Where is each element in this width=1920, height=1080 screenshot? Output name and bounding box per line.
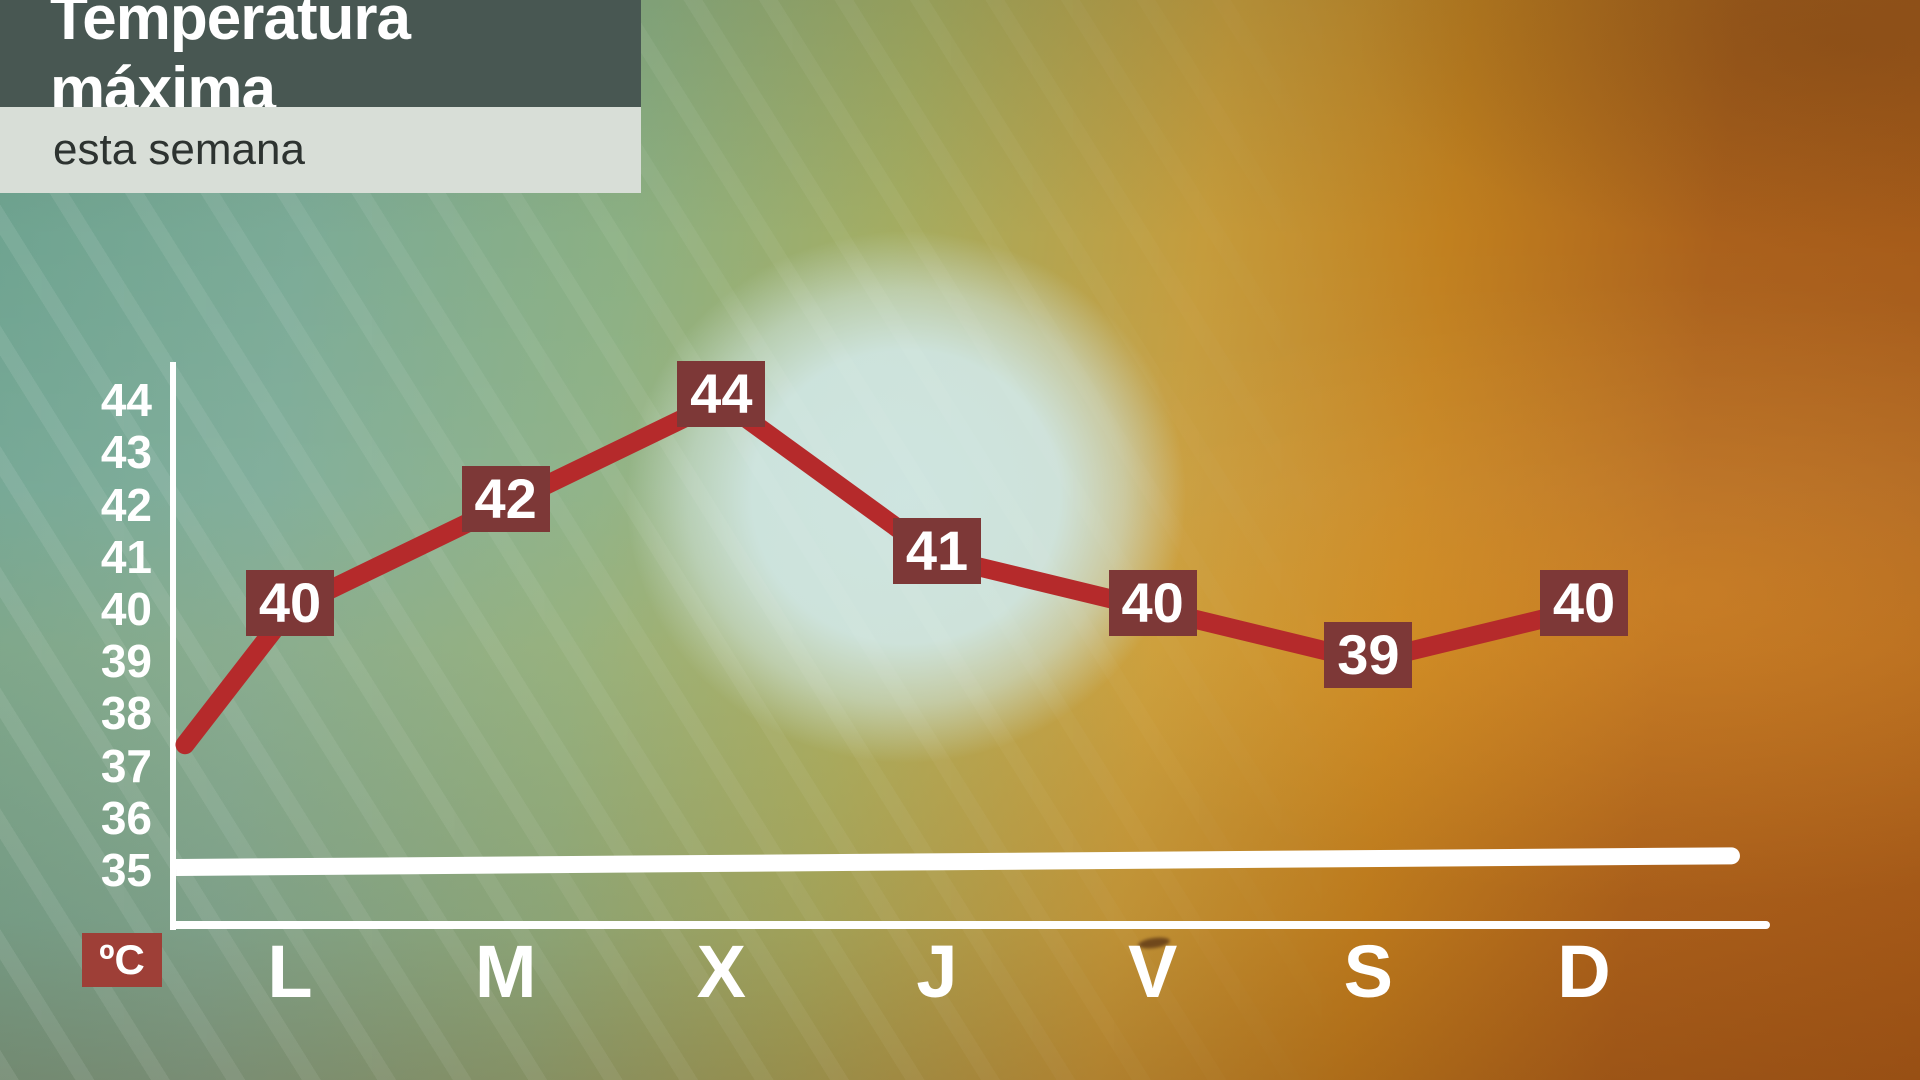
y-axis-line (170, 362, 176, 930)
y-tick-label: 44 (100, 374, 152, 427)
y-tick-label: 38 (100, 687, 152, 740)
day-label: J (916, 930, 958, 1013)
y-tick-label: 42 (100, 478, 152, 531)
y-tick-label: 35 (100, 844, 152, 896)
value-label-box: 42 (461, 465, 550, 532)
chart-subtitle: esta semana (53, 125, 305, 174)
day-label: X (696, 930, 746, 1013)
unit-label: ºC (99, 936, 145, 983)
temperature-line (175, 390, 1594, 755)
y-tick-label: 41 (100, 530, 152, 583)
value-label-box: 40 (246, 570, 334, 636)
x-axis-line (170, 921, 1770, 929)
day-label: D (1557, 930, 1611, 1013)
chart-subtitle-banner: esta semana (0, 107, 641, 193)
value-label-box: 40 (1108, 570, 1197, 636)
value-label-box: 40 (1540, 570, 1629, 636)
y-tick-label: 36 (100, 791, 152, 844)
sun-disk (626, 231, 1186, 763)
day-label: S (1343, 930, 1394, 1013)
day-label: M (474, 930, 537, 1013)
value-label-box: 44 (677, 361, 766, 428)
y-tick-label: 37 (100, 739, 152, 792)
value-label-box: 39 (1324, 622, 1413, 689)
y-tick-label: 39 (100, 635, 152, 688)
unit-badge: ºC (82, 933, 162, 987)
y-tick-label: 40 (100, 583, 152, 635)
y-tick-label: 43 (100, 426, 152, 479)
value-label-box: 41 (893, 517, 981, 584)
day-label: L (267, 930, 313, 1013)
day-label: V (1127, 930, 1178, 1013)
